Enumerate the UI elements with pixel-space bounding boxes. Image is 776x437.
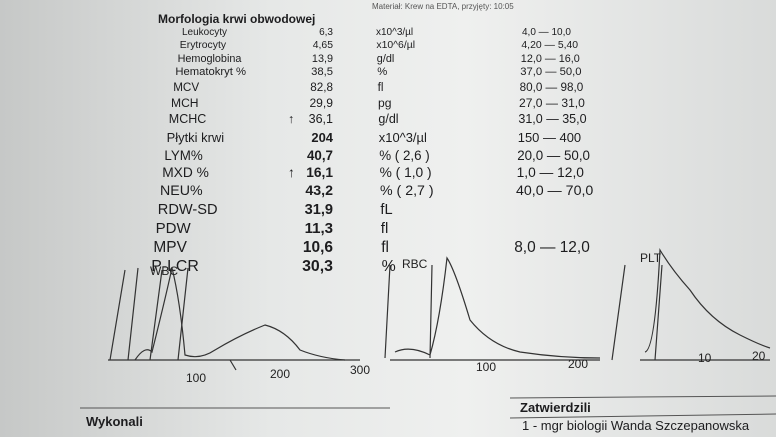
cell-value: 31,9: [304, 202, 333, 218]
cell-unit: fL: [380, 202, 393, 218]
cell-range: 4,20 — 5,40: [521, 40, 579, 51]
cell-name: MCHC: [168, 112, 207, 126]
cell-range: 40,0 — 70,0: [516, 183, 594, 199]
cell-unit: fl: [381, 239, 389, 256]
tick-label: 10: [698, 351, 712, 365]
cell-range: 27,0 — 31,0: [519, 96, 585, 110]
cell-unit: x10^3/µl: [378, 130, 427, 145]
cell-name: RDW-SD: [157, 202, 218, 218]
cell-unit: g/dl: [376, 53, 395, 65]
cell-flag: ↑: [288, 112, 295, 126]
cell-value: 204: [311, 130, 333, 145]
tick-label: 200: [568, 357, 588, 371]
cell-name: MXD %: [162, 165, 209, 180]
footer-right: Zatwierdzili: [520, 400, 591, 415]
cell-value: 36,1: [308, 112, 333, 126]
cell-unit: x10^3/µl: [376, 27, 414, 38]
tick-label: 100: [476, 360, 496, 374]
cell-unit: % ( 1,0 ): [379, 165, 432, 180]
cell-range: 80,0 — 98,0: [519, 81, 584, 94]
cell-name: LYM%: [164, 148, 203, 163]
cell-unit: g/dl: [378, 112, 399, 126]
cell-value: 16,1: [306, 165, 333, 180]
cell-name: MPV: [153, 239, 187, 256]
cell-range: 8,0 — 12,0: [514, 239, 590, 256]
title: Morfologia krwi obwodowej: [158, 12, 316, 26]
cell-unit: fl: [380, 220, 389, 237]
cell-value: 6,3: [319, 27, 333, 38]
cell-name: P-LCR: [151, 258, 199, 275]
cell-value: 11,3: [304, 220, 333, 237]
cell-value: 38,5: [311, 66, 333, 78]
cell-range: 1,0 — 12,0: [516, 165, 584, 180]
tick-label: 300: [350, 363, 370, 377]
cell-range: 12,0 — 16,0: [520, 53, 580, 65]
cell-value: 4,65: [312, 40, 333, 51]
cell-range: 20,0 — 50,0: [517, 148, 590, 163]
cell-unit: %: [377, 66, 388, 78]
cell-name: Płytki krwi: [166, 130, 225, 145]
tick-label: 20: [752, 349, 766, 363]
cell-unit: pg: [378, 96, 392, 110]
cell-name: MCV: [173, 81, 200, 94]
cell-name: MCH: [171, 96, 199, 110]
histogram-label: RBC: [402, 257, 428, 271]
cell-unit: fl: [377, 81, 384, 94]
histogram-label: WBC: [150, 264, 178, 278]
cell-unit: x10^6/µl: [376, 40, 416, 51]
cell-flag: ↑: [288, 165, 295, 180]
cell-name: PDW: [155, 220, 191, 237]
cell-value: 40,7: [306, 148, 333, 163]
cell-value: 13,9: [311, 53, 333, 65]
cell-unit: % ( 2,6 ): [379, 148, 430, 163]
cell-name: NEU%: [160, 183, 203, 199]
cell-name: Hematokryt %: [175, 66, 247, 78]
cell-range: 4,0 — 10,0: [522, 27, 571, 38]
tick-label: 100: [186, 371, 206, 385]
histogram-label: PLT: [640, 251, 662, 265]
material-note: Materiał: Krew na EDTA, przyjęty: 10:05: [372, 2, 514, 11]
cell-value: 29,9: [309, 96, 333, 110]
cell-range: 31,0 — 35,0: [518, 112, 587, 126]
cell-range: 37,0 — 50,0: [520, 66, 582, 78]
cell-unit: %: [381, 258, 396, 275]
tick-label: 200: [270, 367, 290, 381]
cell-value: 10,6: [302, 239, 333, 256]
cell-name: Hemoglobina: [177, 53, 242, 65]
signature: 1 - mgr biologii Wanda Szczepanowska: [522, 418, 750, 433]
cell-value: 30,3: [302, 258, 333, 275]
cell-value: 43,2: [305, 183, 333, 199]
cell-unit: % ( 2,7 ): [380, 183, 434, 199]
cell-range: 150 — 400: [517, 130, 582, 145]
cell-name: Erytrocyty: [179, 40, 227, 51]
footer-left: Wykonali: [86, 414, 143, 429]
cell-name: Leukocyty: [182, 27, 228, 38]
cell-value: 82,8: [310, 81, 333, 94]
